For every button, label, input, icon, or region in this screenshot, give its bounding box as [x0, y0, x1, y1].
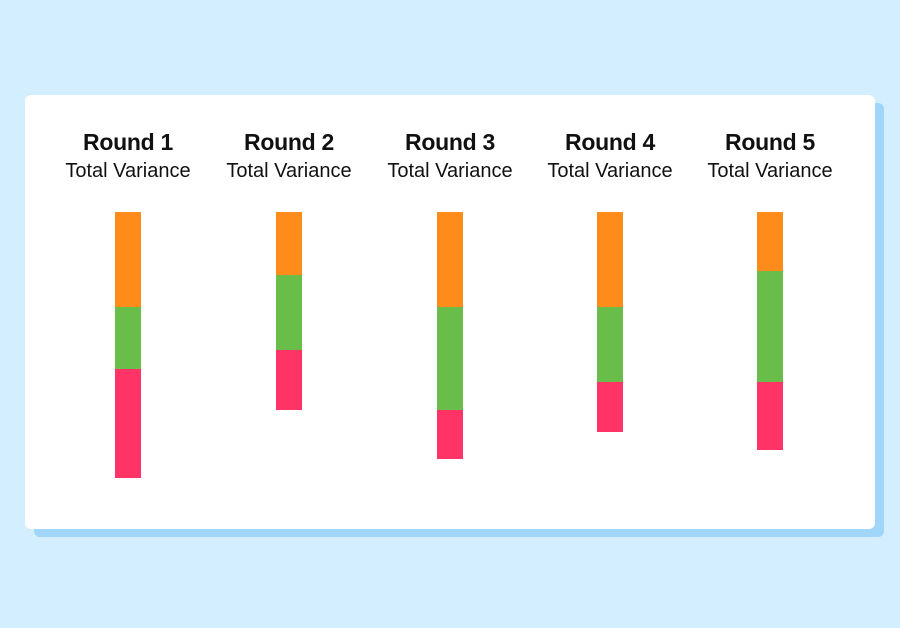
round-1-subtitle: Total Variance: [65, 160, 191, 182]
round-2-subtitle: Total Variance: [226, 160, 352, 182]
round-3-header: Round 3 Total Variance: [370, 127, 530, 185]
bar-round-3-top-segment: [437, 212, 463, 307]
round-5-header: Round 5 Total Variance: [690, 127, 850, 185]
round-4-title: Round 4: [565, 129, 655, 155]
round-2-title: Round 2: [244, 129, 334, 155]
round-4-header: Round 4 Total Variance: [530, 127, 690, 185]
round-3-subtitle: Total Variance: [387, 160, 513, 182]
bar-round-2-bottom-segment: [276, 350, 302, 410]
round-4-subtitle: Total Variance: [547, 160, 673, 182]
bar-round-5-middle-segment: [757, 271, 783, 382]
bar-round-3-middle-segment: [437, 307, 463, 410]
bar-round-1-top-segment: [115, 212, 141, 307]
bar-round-1-bottom-segment: [115, 369, 141, 478]
bar-round-3-bottom-segment: [437, 410, 463, 459]
bar-round-4-middle-segment: [597, 307, 623, 382]
bar-round-4-top-segment: [597, 212, 623, 307]
bar-round-5-top-segment: [757, 212, 783, 271]
round-1-title: Round 1: [83, 129, 173, 155]
bar-round-4-bottom-segment: [597, 382, 623, 432]
bar-round-2-middle-segment: [276, 275, 302, 350]
round-1-header: Round 1 Total Variance: [48, 127, 208, 185]
round-2-header: Round 2 Total Variance: [209, 127, 369, 185]
bar-round-5-bottom-segment: [757, 382, 783, 450]
round-5-subtitle: Total Variance: [707, 160, 833, 182]
bar-round-1-middle-segment: [115, 307, 141, 369]
round-5-title: Round 5: [725, 129, 815, 155]
bar-round-2-top-segment: [276, 212, 302, 275]
round-3-title: Round 3: [405, 129, 495, 155]
